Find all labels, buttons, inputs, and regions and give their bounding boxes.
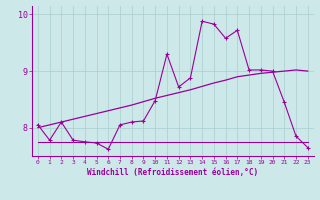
X-axis label: Windchill (Refroidissement éolien,°C): Windchill (Refroidissement éolien,°C)	[87, 168, 258, 177]
